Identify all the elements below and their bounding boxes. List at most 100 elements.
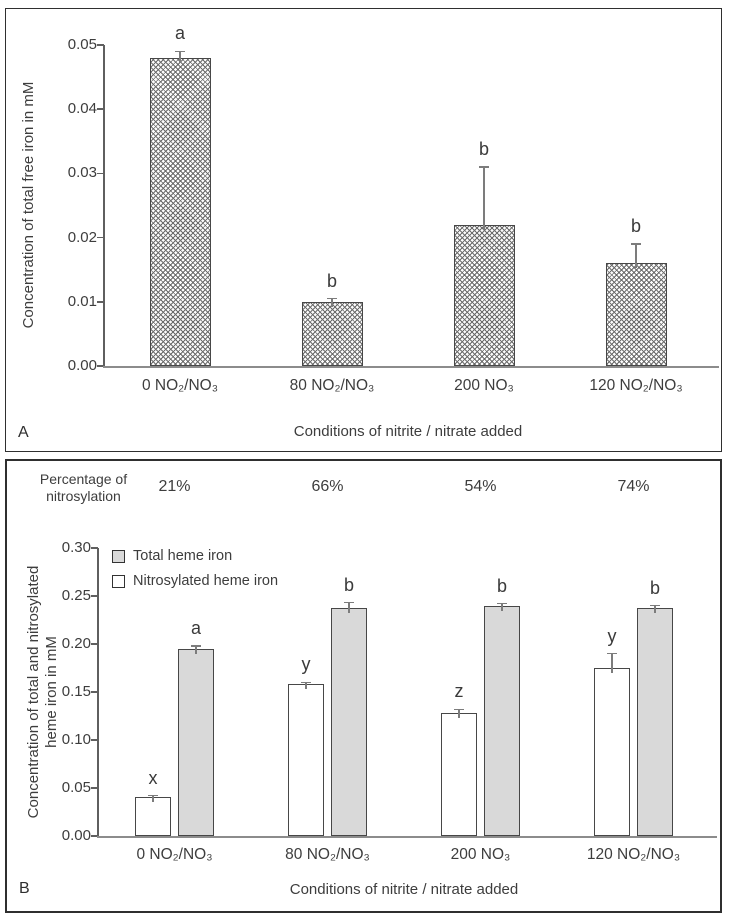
sig-letter: b	[343, 574, 354, 595]
error-bar-cap	[175, 50, 185, 53]
legend: Total heme iron Nitrosylated heme iron	[112, 549, 278, 599]
sig-letter: b	[630, 216, 641, 237]
sig-letter: b	[478, 138, 489, 159]
percent-nitrosylation-value: 54%	[464, 478, 497, 495]
y-tick-mark	[97, 108, 104, 110]
y-tick-mark	[97, 301, 104, 303]
x-category-label: 0 NO₂/NO₃	[136, 846, 213, 863]
x-category-label: 120 NO₂/NO₃	[589, 377, 683, 394]
legend-item-total-heme-iron: Total heme iron	[112, 549, 278, 564]
plot-area-a: 0.00 0.01 0.02 0.03 0.04 0.05 0 NO₂/NO₃ 80 NO₂/…	[6, 9, 719, 449]
y-axis-line	[103, 45, 105, 367]
error-bar	[348, 602, 350, 613]
y-tick-label: 0.01	[67, 292, 97, 310]
error-bar	[152, 795, 154, 802]
error-bar	[501, 603, 503, 611]
y-axis-line	[97, 548, 99, 837]
error-bar-cap	[650, 604, 660, 607]
sig-letter: y	[607, 625, 617, 646]
legend-swatch-total-heme-iron	[112, 550, 125, 563]
panel-b-x-axis-title: Conditions of nitrite / nitrate added	[289, 881, 519, 898]
y-tick-label: 0.03	[67, 164, 97, 182]
y-tick-label: 0.05	[61, 779, 91, 796]
x-axis-line	[97, 836, 717, 838]
y-tick-mark	[91, 787, 98, 789]
y-tick-mark	[97, 172, 104, 175]
bar	[149, 57, 211, 366]
error-bar-cap	[148, 794, 158, 797]
error-bar	[654, 605, 656, 613]
y-tick-label: 0.25	[61, 587, 91, 604]
plot-area-b: 0.00 0.05 0.10 0.15 0.20 0.25 0.30 0 NO₂/NO₃ 80 …	[7, 461, 720, 911]
sig-letter: a	[190, 617, 201, 638]
x-category-label: 80 NO₂/NO₃	[289, 377, 375, 394]
bar	[453, 224, 515, 366]
sig-letter: b	[496, 575, 507, 596]
bar	[441, 713, 477, 836]
percent-nitrosylation-value: 21%	[158, 478, 191, 495]
error-bar	[458, 709, 460, 719]
legend-swatch-nitrosylated-heme-iron	[112, 575, 125, 588]
percent-nitrosylation-value: 66%	[311, 478, 344, 495]
y-tick-label: 0.00	[61, 827, 91, 844]
bar	[484, 605, 520, 836]
y-tick-label: 0.05	[67, 36, 97, 53]
bar	[637, 607, 673, 836]
y-tick-label: 0.00	[67, 357, 97, 374]
y-tick-mark	[97, 365, 104, 367]
x-category-label: 200 NO₃	[450, 846, 511, 863]
bar	[288, 684, 324, 836]
bar	[331, 607, 367, 836]
y-tick-mark	[97, 236, 104, 239]
x-category-label: 0 NO₂/NO₃	[141, 377, 219, 394]
y-tick-mark	[91, 739, 98, 741]
legend-item-nitrosylated-heme-iron: Nitrosylated heme iron	[112, 574, 278, 589]
error-bar-cap	[497, 602, 507, 605]
panel-a: Concentration of total free iron in mM 0…	[5, 8, 722, 452]
sig-letter: b	[326, 270, 337, 291]
sig-letter: z	[454, 681, 464, 702]
error-bar-cap	[607, 652, 617, 655]
y-tick-mark	[91, 547, 98, 549]
sig-letter: b	[649, 577, 660, 598]
error-bar	[179, 51, 181, 63]
sig-letter: a	[174, 23, 185, 44]
error-bar-cap	[301, 681, 311, 684]
error-bar-cap	[327, 297, 337, 300]
bar	[605, 263, 667, 366]
error-bar	[635, 244, 637, 269]
y-tick-label: 0.02	[67, 228, 97, 246]
y-tick-mark	[91, 643, 98, 645]
panel-a-letter: A	[18, 424, 29, 441]
percentage-of-nitrosylation-label: Percentage of nitrosylation	[39, 471, 128, 504]
bar	[301, 301, 363, 366]
bar	[135, 796, 171, 836]
y-tick-label: 0.10	[61, 731, 91, 748]
y-tick-mark	[91, 835, 98, 837]
x-category-label: 200 NO₃	[454, 377, 514, 394]
legend-label-nitrosylated-heme-iron: Nitrosylated heme iron	[133, 573, 279, 589]
error-bar	[611, 653, 613, 673]
error-bar	[331, 298, 333, 307]
error-bar-cap	[631, 243, 641, 245]
legend-label-total-heme-iron: Total heme iron	[133, 548, 233, 564]
bar	[594, 668, 630, 836]
y-tick-label: 0.20	[61, 635, 91, 652]
percent-nitrosylation-value: 74%	[617, 478, 650, 495]
y-tick-label: 0.30	[61, 539, 91, 556]
x-category-label: 120 NO₂/NO₃	[586, 846, 681, 863]
x-axis-line	[103, 366, 719, 368]
y-tick-label: 0.04	[67, 100, 97, 118]
error-bar-cap	[344, 601, 354, 604]
y-tick-mark	[91, 595, 98, 597]
bar	[178, 648, 214, 836]
y-tick-mark	[97, 44, 104, 46]
error-bar	[305, 682, 307, 690]
error-bar	[483, 166, 485, 230]
panel-b: Percentage of nitrosylation Concentratio…	[5, 459, 722, 913]
panel-a-x-axis-title: Conditions of nitrite / nitrate added	[293, 423, 523, 440]
error-bar	[195, 645, 197, 654]
panel-b-letter: B	[19, 880, 30, 897]
y-tick-mark	[91, 691, 98, 693]
